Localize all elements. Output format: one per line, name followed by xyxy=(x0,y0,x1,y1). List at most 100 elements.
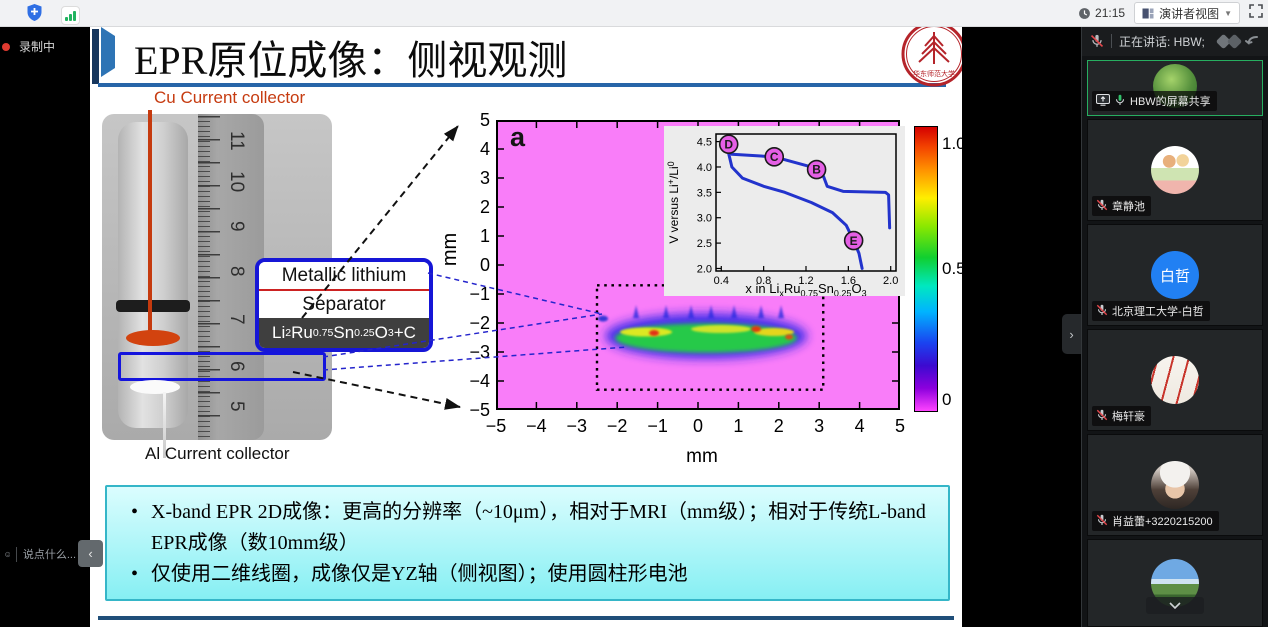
participant-tile[interactable]: HBW的屏幕共享 xyxy=(1087,60,1263,116)
participant-avatar xyxy=(1151,356,1199,404)
participant-tile[interactable]: 白哲 北京理工大学-白哲 xyxy=(1087,224,1263,326)
meeting-time: 21:15 xyxy=(1078,6,1125,20)
participant-avatar xyxy=(1151,146,1199,194)
chat-input-bar[interactable]: 说点什么... xyxy=(0,540,76,568)
svg-text:3.0: 3.0 xyxy=(697,213,712,225)
svg-text:2.0: 2.0 xyxy=(697,263,712,275)
participant-name-chip: 梅轩豪 xyxy=(1092,406,1151,426)
participant-tile[interactable]: 章静池 xyxy=(1087,119,1263,221)
view-mode-button[interactable]: 演讲者视图 ▼ xyxy=(1134,2,1240,24)
sidebar-collapse-button[interactable]: › xyxy=(1062,314,1081,354)
y-tick-label: −5 xyxy=(469,400,490,420)
al-collector-blob xyxy=(130,380,180,394)
ruler-number: 5 xyxy=(226,401,247,412)
security-shield-icon[interactable] xyxy=(26,3,43,27)
participant-avatar: 白哲 xyxy=(1151,251,1199,299)
participant-tile[interactable]: 肖益蕾+3220215200 xyxy=(1087,434,1263,536)
ruler-major-ticks xyxy=(198,116,220,438)
colorbar xyxy=(914,126,938,412)
top-bar-right: 21:15 演讲者视图 ▼ xyxy=(1078,2,1263,24)
participant-name: 北京理工大学-白哲 xyxy=(1112,306,1204,318)
y-tick-label: −4 xyxy=(469,371,490,391)
slide-footer-rule xyxy=(98,616,954,620)
cu-current-collector-label: Cu Current collector xyxy=(154,88,306,107)
stack-layer-label: Li 2 Ru 0.75 Sn 0.25 O 3 +C xyxy=(259,318,429,348)
shared-slide: EPR原位成像：侧视观测 华东师范大学 Cu Current collector… xyxy=(90,26,962,627)
x-tick-label: −1 xyxy=(647,416,668,436)
cu-wire xyxy=(148,110,152,336)
y-tick-label: −3 xyxy=(469,342,490,362)
ruler-number: 11 xyxy=(226,131,247,151)
participants-sidebar: 正在讲话: HBW; HBW的屏幕共享 章静池 xyxy=(1082,26,1268,627)
avatar-initials: 白哲 xyxy=(1159,267,1190,285)
screen-share-icon xyxy=(1096,93,1110,109)
x-tick-label: 4 xyxy=(854,416,865,436)
x-tick-label: 2 xyxy=(773,416,784,436)
svg-text:4.5: 4.5 xyxy=(697,137,712,149)
svg-text:0.4: 0.4 xyxy=(714,275,729,287)
summary-text-box: X-band EPR 2D成像：更高的分辨率（~10μm），相对于MRI（mm级… xyxy=(105,485,950,601)
participant-name: HBW的屏幕共享 xyxy=(1130,96,1211,108)
cell-highlight-rectangle xyxy=(118,352,326,381)
scroll-more-participants-button[interactable] xyxy=(1146,597,1204,614)
participant-name-chip: HBW的屏幕共享 xyxy=(1092,91,1217,111)
svg-text:2.0: 2.0 xyxy=(883,275,898,287)
university-seal-logo: 华东师范大学 xyxy=(900,26,962,88)
x-tick-label: 3 xyxy=(814,416,825,436)
cu-collector-blob xyxy=(126,330,180,346)
svg-text:C: C xyxy=(770,150,779,164)
chevron-down-icon: ▼ xyxy=(1224,8,1232,18)
y-tick-label: 1 xyxy=(479,226,490,246)
mic-muted-icon xyxy=(1096,514,1108,529)
time-label: 21:15 xyxy=(1095,6,1126,20)
epr-map-canvas xyxy=(496,120,900,410)
participant-name: 梅轩豪 xyxy=(1112,411,1145,423)
emoji-smiley-icon[interactable] xyxy=(5,547,11,562)
clock-icon xyxy=(1079,7,1090,19)
layout-icon xyxy=(1142,8,1154,18)
svg-text:1.2: 1.2 xyxy=(798,275,813,287)
stack-layer-label: Separator xyxy=(259,291,429,318)
inset-y-axis-label: V versus Li+​/Li0​ xyxy=(666,161,681,243)
participant-tile[interactable]: 梅轩豪 xyxy=(1087,329,1263,431)
y-tick-label: 4 xyxy=(479,139,490,159)
recording-dot-icon xyxy=(2,42,10,51)
al-wire xyxy=(163,392,166,458)
x-tick-label: 0 xyxy=(692,416,703,436)
participant-name-chip: 章静池 xyxy=(1092,196,1151,216)
participant-name-chip: 肖益蕾+3220215200 xyxy=(1092,511,1219,531)
x-tick-label: −3 xyxy=(566,416,588,436)
title-decoration-flag xyxy=(101,27,115,77)
y-tick-label: −2 xyxy=(469,313,490,333)
svg-text:3.5: 3.5 xyxy=(697,187,712,199)
chevron-down-icon xyxy=(1169,602,1181,609)
mic-muted-icon xyxy=(1096,199,1108,214)
network-signal-icon[interactable] xyxy=(61,5,80,25)
panel-label: a xyxy=(510,122,526,152)
x-tick-label: −2 xyxy=(606,416,628,436)
fullscreen-icon[interactable] xyxy=(1249,3,1263,23)
bullet-item: X-band EPR 2D成像：更高的分辨率（~10μm），相对于MRI（mm级… xyxy=(121,497,932,559)
stack-layer-label: Metallic lithium xyxy=(259,262,429,291)
x-tick-label: 1 xyxy=(733,416,744,436)
sidebar-header: 正在讲话: HBW; xyxy=(1082,26,1268,56)
chat-collapse-button[interactable]: ‹ xyxy=(78,540,103,567)
reaction-icons[interactable] xyxy=(1216,33,1260,50)
x-tick-label: −5 xyxy=(485,416,507,436)
ruler: 11 10 9 8 7 6 5 xyxy=(198,114,264,440)
slide-title: EPR原位成像：侧视观测 xyxy=(134,38,568,83)
participant-tile[interactable] xyxy=(1087,539,1263,627)
view-mode-label: 演讲者视图 xyxy=(1159,6,1220,21)
svg-text:D: D xyxy=(724,137,733,151)
chat-input-placeholder[interactable]: 说点什么... xyxy=(22,549,76,561)
y-tick-label: 2 xyxy=(479,197,490,217)
participant-tiles: HBW的屏幕共享 章静池 白哲 北京理工大学-白哲 xyxy=(1087,60,1263,627)
top-bar-left xyxy=(26,3,80,27)
dark-band xyxy=(116,300,190,312)
ruler-number: 10 xyxy=(226,171,247,193)
divider xyxy=(1111,34,1112,48)
y-tick-label: 0 xyxy=(479,255,490,275)
inset-x-axis-label: x in Lix​Ru0.75​Sn0.25​O3​ xyxy=(745,281,866,296)
